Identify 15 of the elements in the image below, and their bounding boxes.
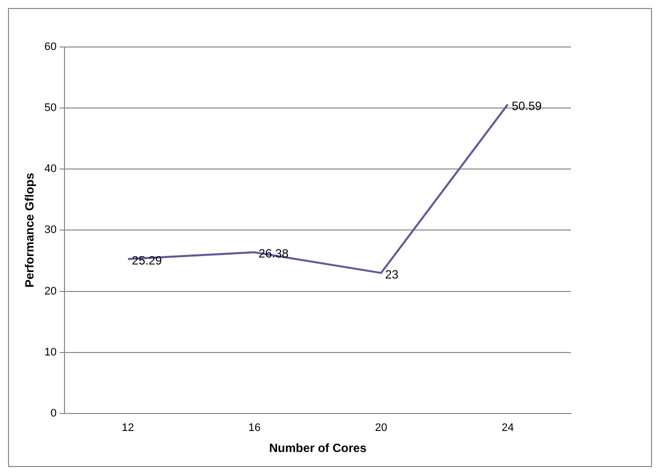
y-tick-label: 20 [44, 285, 57, 298]
x-axis-title: Number of Cores [269, 441, 367, 456]
x-tick-label: 12 [122, 422, 134, 434]
y-axis-title: Performance Gflops [22, 172, 37, 288]
y-tick-label: 60 [44, 41, 57, 54]
x-tick-label: 16 [248, 422, 261, 434]
x-tick-label: 20 [374, 422, 388, 434]
y-tick-label: 30 [44, 224, 57, 236]
y-tick-label: 0 [50, 407, 57, 420]
y-tick-label: 40 [44, 163, 57, 176]
y-tick-label: 50 [44, 102, 57, 114]
data-label: 23 [385, 267, 399, 282]
y-tick-label: 10 [44, 346, 57, 358]
data-label: 50.59 [512, 98, 542, 113]
x-tick-label: 24 [502, 422, 514, 434]
